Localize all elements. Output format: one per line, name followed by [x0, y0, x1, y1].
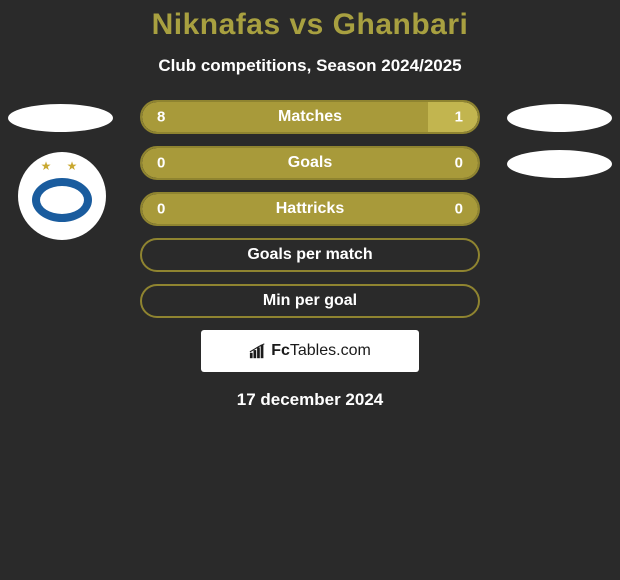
club-badge-left: [18, 152, 106, 240]
stat-value-left: 0: [157, 155, 165, 172]
stat-area: Matches81Goals00Hattricks00Goals per mat…: [0, 100, 620, 410]
stat-value-left: 0: [157, 201, 165, 218]
watermark-text: FcTables.com: [271, 342, 371, 360]
chart-icon: [249, 343, 267, 359]
infographic-container: Niknafas vs Ghanbari Club competitions, …: [0, 0, 620, 410]
stat-label: Hattricks: [142, 200, 478, 218]
stat-value-left: 8: [157, 109, 165, 126]
stat-label: Goals: [142, 154, 478, 172]
player-avatar-right-2: [507, 150, 612, 178]
stat-label: Min per goal: [142, 292, 478, 310]
page-title: Niknafas vs Ghanbari: [0, 8, 620, 42]
stat-label: Goals per match: [142, 246, 478, 264]
stat-value-right: 1: [455, 109, 463, 126]
player-avatar-left: [8, 104, 113, 132]
page-subtitle: Club competitions, Season 2024/2025: [0, 56, 620, 76]
watermark-badge: FcTables.com: [201, 330, 419, 372]
stat-row: Min per goal: [140, 284, 480, 318]
stat-row: Matches8 1: [140, 100, 480, 134]
stat-rows: Matches81Goals00Hattricks00Goals per mat…: [140, 100, 480, 318]
stat-value-right: 0: [455, 155, 463, 172]
stat-row: Hattricks0 0: [140, 192, 480, 226]
stat-row: Goals0 0: [140, 146, 480, 180]
player-avatar-right-1: [507, 104, 612, 132]
date-label: 17 december 2024: [0, 390, 620, 410]
stat-value-right: 0: [455, 201, 463, 218]
stat-row: Goals per match: [140, 238, 480, 272]
stat-label: Matches: [142, 108, 478, 126]
